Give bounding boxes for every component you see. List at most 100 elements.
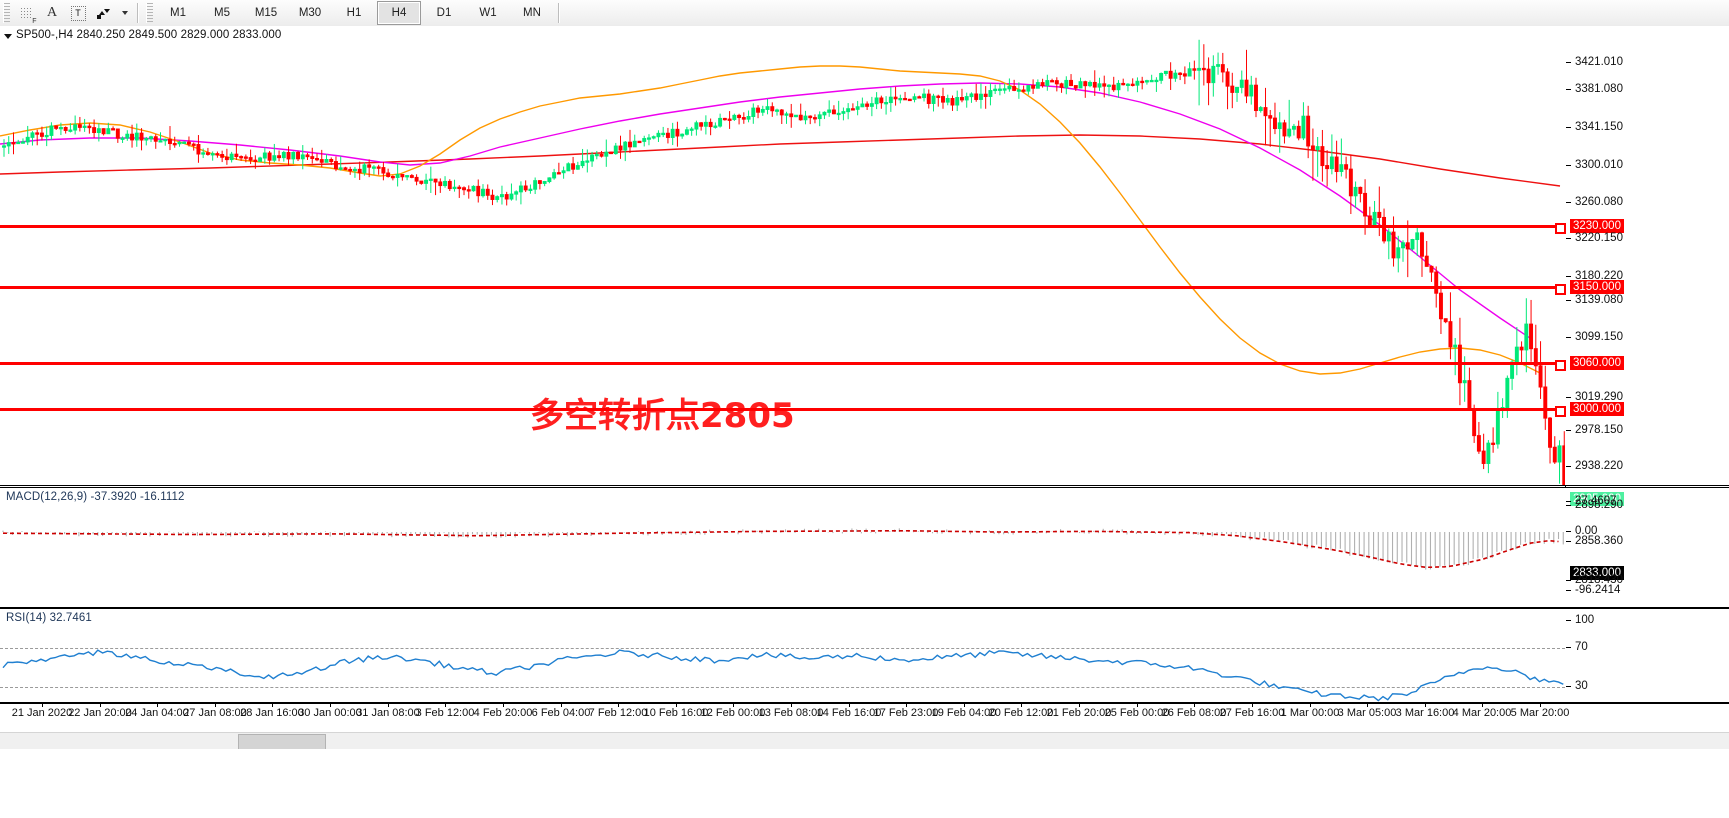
time-axis-label: 30 Jan 00:00 (298, 707, 362, 719)
price-axis-label: 3019.290 (1575, 391, 1623, 403)
rsi-plot[interactable] (0, 609, 1565, 703)
chart-annotation-text: 多空转折点2805 (530, 396, 795, 436)
time-axis-label: 7 Feb 12:00 (588, 707, 648, 719)
time-axis-tick (906, 703, 907, 707)
time-axis-label: 3 Mar 16:00 (1395, 707, 1455, 719)
macd-pane[interactable]: MACD(12,26,9) -37.3920 -16.1112 (0, 487, 1729, 608)
level-line-3150[interactable] (0, 284, 1566, 295)
macd-plot[interactable] (0, 488, 1565, 607)
time-axis-label: 31 Jan 08:00 (356, 707, 420, 719)
time-axis-label: 10 Feb 16:00 (643, 707, 709, 719)
ma-magenta-line (0, 82, 1531, 339)
toolbar-drag-grip[interactable] (3, 3, 10, 23)
price-axis-label: 2858.360 (1575, 535, 1623, 547)
price-pane[interactable]: 多空转折点2805 SP500-,H4 2840.250 2849.500 28… (0, 26, 1729, 486)
time-axis[interactable]: 21 Jan 2020 22 Jan 20:00 24 Jan 04:00 27 Ja… (0, 702, 1729, 733)
rsi-level-70-line (0, 648, 1565, 649)
price-level-tag-3000[interactable]: 3000.000 (1570, 402, 1624, 416)
time-axis-label: 12 Feb 00:00 (700, 707, 766, 719)
time-axis-tick (100, 703, 101, 707)
time-axis-tick (272, 703, 273, 707)
dropdown-caret-icon[interactable] (117, 1, 133, 25)
rsi-axis-tick (1566, 647, 1571, 648)
price-axis-tick (1566, 127, 1571, 128)
time-axis-tick (1021, 703, 1022, 707)
level-line-3060[interactable] (0, 360, 1566, 371)
timeframe-h1[interactable]: H1 (346, 7, 362, 19)
chart-canvas-area[interactable]: 多空转折点2805 SP500-,H4 2840.250 2849.500 28… (0, 26, 1729, 818)
timeframe-d1[interactable]: D1 (436, 7, 452, 19)
macd-axis-tick (1566, 590, 1571, 591)
price-axis-tick (1566, 337, 1571, 338)
price-level-tag-3150[interactable]: 3150.000 (1570, 280, 1624, 294)
rsi-pane[interactable]: RSI(14) 32.7461 (0, 608, 1729, 704)
price-axis-tick (1566, 238, 1571, 239)
time-axis-tick (1425, 703, 1426, 707)
timeframe-group-grip[interactable] (146, 3, 153, 23)
price-level-tag-2833[interactable]: 2833.000 (1570, 566, 1624, 580)
price-axis-label: 3220.150 (1575, 232, 1623, 244)
price-axis-label: 2978.150 (1575, 424, 1623, 436)
time-axis-label: 25 Feb 00:00 (1104, 707, 1170, 719)
time-axis-tick (1079, 703, 1080, 707)
time-axis-label: 17 Feb 23:00 (873, 707, 939, 719)
time-axis-tick (676, 703, 677, 707)
time-axis-tick (157, 703, 158, 707)
time-axis-label: 19 Feb 04:00 (931, 707, 997, 719)
time-axis-label: 20 Feb 12:00 (988, 707, 1054, 719)
text-box-icon[interactable]: T (65, 1, 91, 25)
price-axis-tick (1566, 397, 1571, 398)
time-axis-label: 21 Feb 20:00 (1046, 707, 1112, 719)
drawing-tools-icon[interactable] (91, 1, 117, 25)
time-axis-label: 1 Mar 00:00 (1280, 707, 1340, 719)
price-axis-label: 3381.080 (1575, 83, 1623, 95)
level-line-3000[interactable] (0, 406, 1566, 417)
time-axis-tick (445, 703, 446, 707)
toolbar-separator-2 (558, 3, 560, 23)
time-axis-label: 6 Feb 04:00 (531, 707, 591, 719)
time-axis-label: 3 Mar 05:00 (1337, 707, 1397, 719)
time-axis-label: 3 Feb 12:00 (415, 707, 475, 719)
price-level-tag-3060[interactable]: 3060.000 (1570, 356, 1624, 370)
price-level-tag-3230[interactable]: 3230.000 (1570, 219, 1624, 233)
timeframe-m1[interactable]: M1 (170, 7, 186, 19)
time-axis-tick (1252, 703, 1253, 707)
time-axis-tick (561, 703, 562, 707)
rsi-pane-legend: RSI(14) 32.7461 (6, 612, 92, 624)
time-axis-tick (330, 703, 331, 707)
rsi-axis-label: 100 (1575, 614, 1595, 626)
text-label-icon[interactable]: A (46, 5, 58, 20)
price-axis-label: 2898.290 (1575, 499, 1623, 511)
time-axis-label: 27 Feb 16:00 (1219, 707, 1285, 719)
price-level-tag-2905[interactable]: 2905.000 (1570, 492, 1624, 506)
rsi-axis-tick (1566, 620, 1571, 621)
time-axis-tick (388, 703, 389, 707)
time-axis-tick (1310, 703, 1311, 707)
timeframe-m15[interactable]: M15 (254, 7, 278, 19)
timeframe-m5[interactable]: M5 (214, 7, 230, 19)
timeframe-h4[interactable]: H4 (377, 1, 421, 25)
time-axis-label: 21 Jan 2020 (11, 707, 73, 719)
price-axis-label: 2938.220 (1575, 460, 1623, 472)
macd-pane-legend: MACD(12,26,9) -37.3920 -16.1112 (6, 491, 185, 503)
price-axis-tick (1566, 505, 1571, 506)
macd-axis-tick (1566, 501, 1571, 502)
price-axis-label: 3341.150 (1575, 121, 1623, 133)
horizontal-scrollbar[interactable] (0, 732, 1729, 751)
pane-collapse-icon[interactable] (4, 34, 12, 39)
time-axis-tick (1540, 703, 1541, 707)
crosshair-grid-icon[interactable] (13, 1, 39, 25)
timeframe-m30[interactable]: M30 (298, 7, 322, 19)
level-line-3230[interactable] (0, 223, 1566, 234)
timeframe-mn[interactable]: MN (523, 7, 541, 19)
macd-axis-tick (1566, 531, 1571, 532)
price-axis-tick (1566, 202, 1571, 203)
rsi-axis-label: 30 (1575, 680, 1588, 692)
price-axis-tick (1566, 89, 1571, 90)
time-axis-tick (1194, 703, 1195, 707)
time-axis-label: 26 Feb 08:00 (1161, 707, 1227, 719)
timeframe-w1[interactable]: W1 (479, 7, 497, 19)
price-plot[interactable]: 多空转折点2805 (0, 26, 1565, 485)
time-axis-tick (964, 703, 965, 707)
time-axis-tick (1367, 703, 1368, 707)
